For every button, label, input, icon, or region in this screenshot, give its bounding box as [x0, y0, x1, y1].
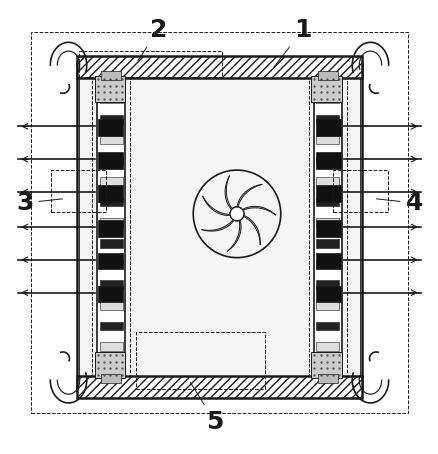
Text: 4: 4 — [375, 191, 422, 215]
Circle shape — [230, 207, 244, 221]
Bar — [99, 177, 122, 186]
Bar — [316, 157, 339, 165]
Bar — [98, 185, 122, 202]
Bar — [316, 286, 340, 302]
Bar — [77, 63, 361, 391]
Bar — [316, 198, 339, 207]
Bar — [98, 152, 122, 169]
Polygon shape — [202, 196, 229, 216]
Bar — [95, 352, 125, 378]
Bar — [311, 352, 341, 378]
Bar — [316, 253, 340, 269]
Bar — [316, 280, 339, 289]
Bar — [316, 260, 339, 268]
Bar — [51, 170, 106, 212]
Bar — [316, 218, 339, 227]
Bar — [99, 342, 122, 351]
Bar — [316, 152, 340, 169]
Bar — [316, 177, 339, 186]
Polygon shape — [201, 220, 233, 231]
Bar — [77, 56, 361, 78]
Bar — [99, 280, 122, 289]
Polygon shape — [244, 216, 260, 245]
Bar — [99, 94, 122, 103]
Bar — [311, 76, 341, 102]
Bar — [316, 363, 339, 371]
Bar — [98, 253, 122, 269]
Bar — [317, 374, 337, 383]
Polygon shape — [227, 221, 240, 251]
Bar — [97, 78, 125, 376]
Bar — [316, 239, 339, 247]
Bar — [79, 51, 221, 77]
Bar — [316, 301, 339, 310]
Bar — [99, 157, 122, 165]
Bar — [101, 374, 121, 383]
Polygon shape — [225, 176, 231, 209]
Bar — [316, 119, 340, 136]
Bar — [31, 32, 407, 413]
Bar — [316, 136, 339, 144]
Bar — [316, 185, 340, 202]
Bar — [308, 78, 346, 376]
Bar — [316, 94, 339, 103]
Bar — [332, 170, 387, 212]
Circle shape — [230, 207, 244, 221]
Bar — [316, 321, 339, 330]
Bar — [99, 301, 122, 310]
Text: 5: 5 — [190, 383, 223, 434]
Bar — [98, 286, 122, 302]
Bar — [95, 76, 125, 102]
Bar — [316, 115, 339, 124]
Bar — [98, 220, 122, 237]
Bar — [316, 220, 340, 237]
Bar — [79, 65, 359, 389]
Text: 1: 1 — [273, 18, 311, 67]
Polygon shape — [237, 184, 261, 206]
Bar — [316, 342, 339, 351]
Bar — [99, 136, 122, 144]
Bar — [99, 321, 122, 330]
Bar — [136, 332, 265, 389]
Bar — [99, 115, 122, 124]
Bar — [317, 71, 337, 80]
Bar — [99, 239, 122, 247]
Bar — [92, 78, 130, 376]
Bar — [101, 71, 121, 80]
Bar — [99, 260, 122, 268]
Text: 3: 3 — [16, 191, 63, 215]
Polygon shape — [243, 207, 275, 215]
Bar — [99, 363, 122, 371]
Text: 2: 2 — [138, 18, 166, 60]
Bar — [313, 78, 341, 376]
Bar — [99, 198, 122, 207]
Bar — [98, 119, 122, 136]
Bar — [99, 218, 122, 227]
Bar — [77, 376, 361, 398]
